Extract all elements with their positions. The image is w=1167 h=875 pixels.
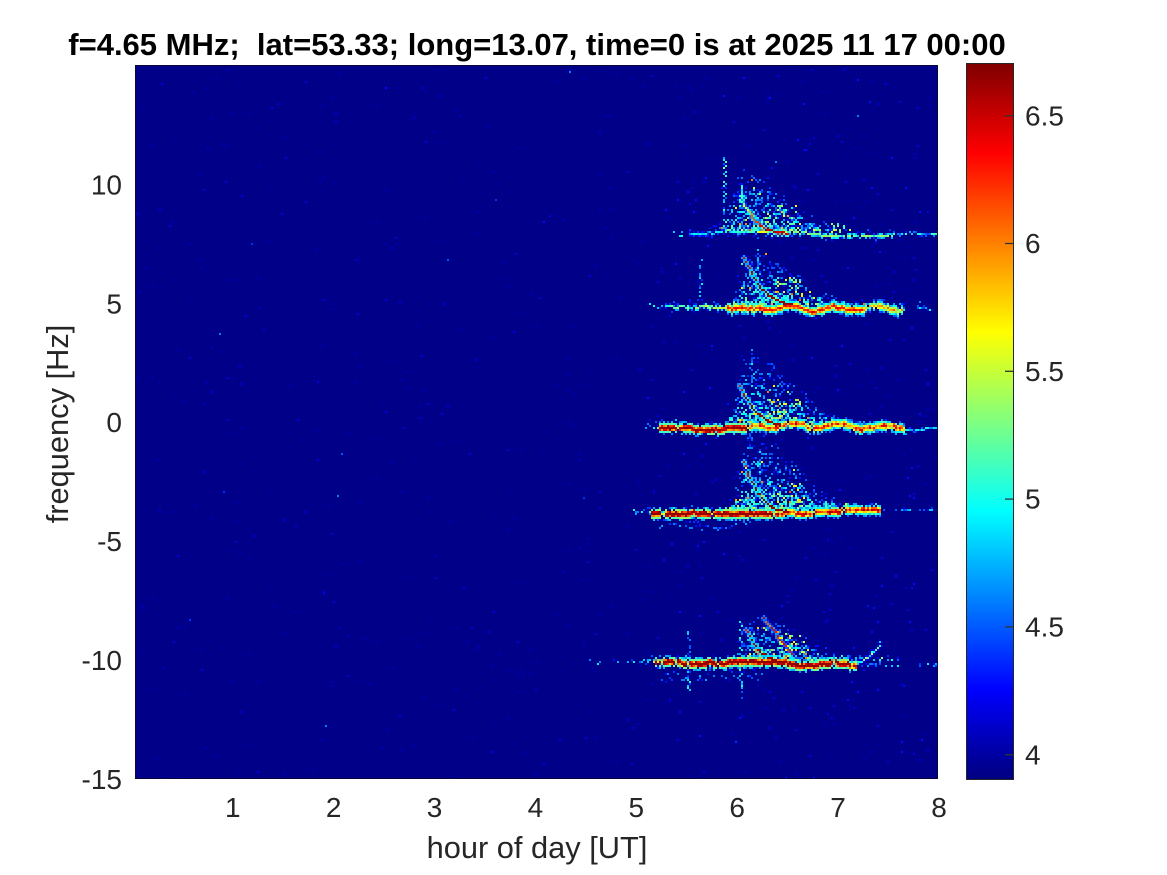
svg-text:f=4.65 MHz; lat=53.33; long=1: f=4.65 MHz; lat=53.33; long=13.07, time=…: [68, 27, 1005, 62]
svg-text:1: 1: [225, 792, 241, 823]
svg-text:6.5: 6.5: [1025, 100, 1064, 131]
svg-text:2: 2: [326, 792, 342, 823]
svg-text:6: 6: [729, 792, 745, 823]
svg-text:6: 6: [1025, 228, 1041, 259]
svg-text:5: 5: [629, 792, 645, 823]
svg-text:10: 10: [91, 170, 122, 201]
svg-text:4.5: 4.5: [1025, 612, 1064, 643]
svg-text:-5: -5: [97, 526, 122, 557]
svg-text:-15: -15: [82, 764, 122, 795]
svg-text:8: 8: [931, 792, 947, 823]
svg-text:7: 7: [830, 792, 846, 823]
svg-text:-10: -10: [82, 645, 122, 676]
svg-text:3: 3: [427, 792, 443, 823]
svg-text:5.5: 5.5: [1025, 356, 1064, 387]
svg-text:hour of day [UT]: hour of day [UT]: [427, 830, 648, 865]
svg-text:5: 5: [106, 288, 122, 319]
svg-text:5: 5: [1025, 484, 1041, 515]
svg-text:0: 0: [106, 407, 122, 438]
svg-text:frequency [Hz]: frequency [Hz]: [40, 325, 75, 524]
svg-text:4: 4: [528, 792, 544, 823]
svg-text:4: 4: [1025, 739, 1041, 770]
